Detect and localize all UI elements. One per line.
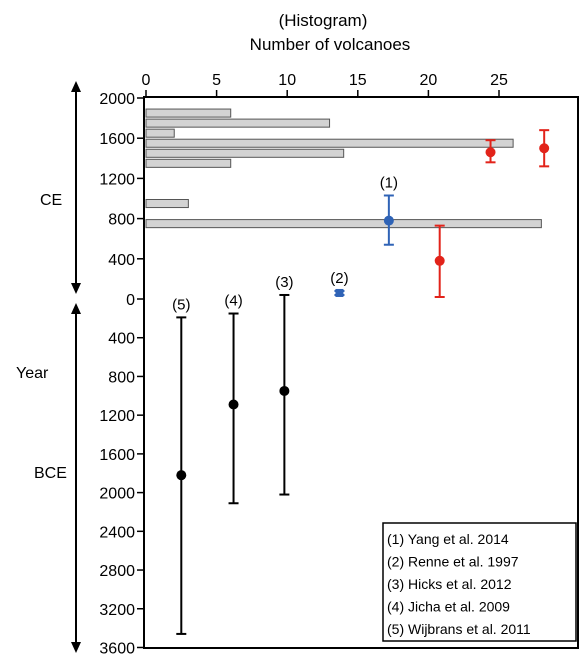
era-labels: CE Year BCE [16,192,67,482]
y-tick-label: 2000 [99,486,135,503]
legend-entry: (3) Hicks et al. 2012 [387,576,512,592]
plot-area [143,96,579,649]
legend-entry: (1) Yang et al. 2014 [387,531,509,547]
y-tick-label: 400 [108,252,135,269]
chart-title: (Histogram) Number of volcanoes [250,11,411,54]
y-tick-label: 1600 [99,131,135,148]
ce-arrow-down-icon [71,283,81,294]
series-annotation: (2) [330,270,348,287]
data-point-square [335,288,344,297]
legend-entry: (2) Renne et al. 1997 [387,554,519,570]
y-tick-label: 0 [126,292,135,309]
data-point [279,385,290,396]
histogram-bar [145,128,175,138]
series-annotation: (3) [275,274,293,291]
x-tick-label: 15 [349,72,367,89]
y-tick-label: 1600 [99,447,135,464]
data-point [228,399,239,410]
data-point [383,215,394,226]
x-tick-label: 10 [278,72,296,89]
histogram-bar [145,219,542,229]
legend-entry: (4) Jicha et al. 2009 [387,599,510,615]
y-tick-label: 2400 [99,524,135,541]
y-tick-label: 2000 [99,91,135,108]
histogram-bar [145,108,232,118]
data-point [176,470,187,481]
histogram-bar [145,148,345,158]
series-annotation: (4) [224,293,242,310]
x-tick-label: 20 [420,72,438,89]
y-tick-label: 3200 [99,602,135,619]
legend-entry: (5) Wijbrans et al. 2011 [387,621,531,637]
plot-border [143,96,579,649]
x-tick-label: 25 [490,72,508,89]
chart-title-line-1: (Histogram) [279,11,368,30]
year-label: Year [16,365,49,382]
data-point [434,255,445,266]
y-tick-label: 3600 [99,640,135,655]
x-axis: 0 5 10 15 20 25 [142,72,508,97]
x-tick-label: 0 [142,72,151,89]
bce-arrow-up-icon [71,303,81,314]
histogram-bar [145,138,514,148]
age-series: (1) (2) (3) (4) (5) [172,129,550,635]
histogram-bar [145,158,232,168]
data-point [485,147,496,158]
y-tick-label: 2800 [99,563,135,580]
y-axis: 2000 1600 1200 800 400 0 400 800 1200 1600 2000 240… [71,81,144,655]
histogram-bars [145,108,542,229]
series-annotation: (1) [380,174,398,191]
legend: (1) Yang et al. 2014 (2) Renne et al. 199… [382,522,577,642]
histogram-bar [145,199,189,209]
series-annotation: (5) [172,296,190,313]
bce-arrow-down-icon [71,642,81,653]
ce-label: CE [40,192,62,209]
legend-box [382,522,577,642]
x-tick-label: 5 [212,72,221,89]
y-tick-label: 1200 [99,171,135,188]
data-point [539,143,550,154]
bce-label: BCE [34,465,67,482]
y-tick-label: 800 [108,369,135,386]
y-tick-label: 800 [108,212,135,229]
histogram-bar [145,118,331,128]
y-tick-label: 400 [108,331,135,348]
y-tick-label: 1200 [99,408,135,425]
ce-arrow-up-icon [71,81,81,92]
chart-title-line-2: Number of volcanoes [250,35,411,54]
